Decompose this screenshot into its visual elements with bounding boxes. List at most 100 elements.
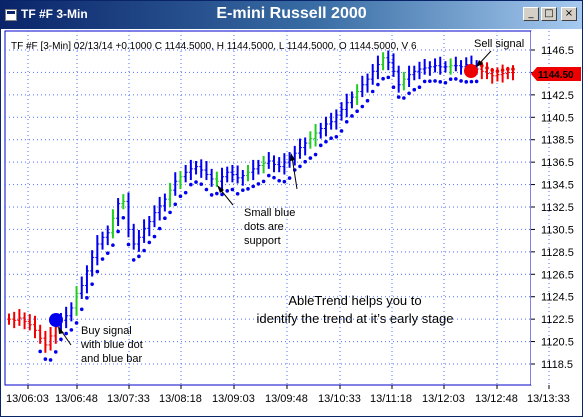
plot-frame (4, 30, 532, 386)
abletrend-text-1: AbleTrend helps you to (288, 293, 421, 308)
y-tick-label: 1118.5 (541, 359, 573, 371)
y-tick-label: 1138.5 (541, 135, 574, 147)
price-bar (204, 161, 209, 181)
y-tick-label: 1136.5 (541, 157, 574, 169)
price-bar (17, 309, 22, 326)
support-dots (38, 63, 515, 362)
info-line: TF #F [3-Min] 02/13/14 +0.1000 C 1144.50… (11, 41, 417, 52)
price-bar (90, 250, 95, 277)
support-dot (38, 349, 42, 354)
x-tick-label: 13/10:33 (318, 393, 361, 405)
support-dot (152, 234, 157, 239)
support-dot (95, 269, 100, 274)
support-dot (59, 337, 63, 342)
x-tick-label: 13/06:03 (6, 393, 49, 405)
price-bar (95, 235, 100, 266)
price-bar (69, 302, 74, 322)
last-price-label: 1144.50 (538, 70, 574, 81)
support-dot (339, 129, 344, 133)
price-bar (355, 84, 360, 105)
price-bar (396, 65, 401, 93)
support-dot (142, 248, 146, 253)
price-bar (391, 53, 396, 77)
price-bar (282, 153, 287, 175)
buy-signal-text-1: Buy signal (81, 325, 132, 337)
price-bar (443, 61, 448, 73)
price-bar (297, 138, 302, 159)
support-dot (74, 321, 79, 325)
price-bar (199, 159, 204, 178)
close-button[interactable]: × (561, 7, 577, 21)
price-bar (407, 65, 412, 88)
minimize-button[interactable]: _ (523, 7, 539, 21)
y-tick-label: 1140.5 (541, 112, 574, 124)
support-dot (204, 187, 209, 192)
abletrend-text-2: identify the trend at it’s early stage (256, 311, 453, 326)
y-tick-label: 1130.5 (541, 224, 574, 236)
support-dot (100, 257, 105, 261)
price-bar (313, 124, 318, 147)
support-dot (402, 96, 406, 100)
title-bar[interactable]: TF #F 3-Min E-mini Russell 2000 _ □ × (1, 1, 582, 29)
price-bar (448, 58, 453, 75)
price-bar (126, 192, 131, 238)
price-bar (261, 155, 266, 174)
y-tick-label: 1120.5 (541, 337, 574, 349)
price-bar (225, 166, 230, 183)
y-tick-label: 1132.5 (541, 202, 574, 214)
abletrend-annotation: AbleTrend helps you to identify the tren… (256, 293, 453, 326)
price-bar (12, 311, 17, 329)
support-dot (417, 85, 422, 90)
support-dot (241, 188, 245, 192)
support-dot (386, 75, 391, 80)
price-bar (500, 64, 505, 83)
resistance-dot (500, 68, 505, 72)
support-dot (412, 87, 417, 92)
price-bar (459, 60, 464, 75)
price-bar (433, 58, 438, 73)
x-tick-label: 13/09:03 (212, 393, 255, 405)
price-bar (401, 71, 406, 91)
support-dot (396, 95, 401, 99)
maximize-button[interactable]: □ (541, 7, 557, 21)
price-bar (74, 286, 79, 316)
support-dot (469, 79, 474, 84)
support-dot (298, 164, 302, 169)
price-bar (43, 330, 48, 353)
support-dot (121, 215, 126, 220)
x-tick-label: 13/09:48 (265, 393, 308, 405)
price-bar (157, 196, 162, 221)
price-bar (230, 164, 235, 183)
support-dot (235, 191, 240, 196)
price-bar (209, 168, 214, 187)
support-dot (459, 79, 463, 83)
x-tick-label: 13/07:33 (107, 393, 150, 405)
support-dot (454, 77, 458, 81)
price-bar (100, 231, 105, 250)
support-dot (376, 82, 380, 87)
sell-signal-annotation: Sell signal (474, 38, 524, 67)
support-dot (157, 226, 162, 231)
x-tick-label: 13/11:18 (370, 393, 412, 405)
support-dot (407, 91, 411, 96)
y-axis-panel (531, 31, 581, 385)
support-dot (194, 180, 198, 184)
price-bar (453, 56, 458, 72)
y-tick-label: 1124.5 (541, 292, 574, 304)
support-dot (220, 192, 224, 197)
price-bar (235, 165, 240, 184)
chart-area[interactable]: 1146.51144.51142.51140.51138.51136.51134… (1, 29, 582, 416)
price-bar (329, 112, 334, 130)
window-icon[interactable] (5, 9, 17, 21)
price-bar (152, 205, 157, 228)
support-dot (272, 175, 276, 180)
support-dot (126, 242, 131, 247)
support-dot (422, 79, 427, 84)
price-bar (7, 313, 11, 325)
support-dot (163, 216, 167, 221)
support-annotation: Small blue dots are support (217, 153, 298, 247)
buy-signal-text-2: with blue dot (80, 339, 143, 351)
price-chart[interactable]: 1146.51144.51142.51140.51138.51136.51134… (1, 29, 582, 416)
price-bar (142, 219, 147, 243)
price-bar (32, 315, 37, 339)
